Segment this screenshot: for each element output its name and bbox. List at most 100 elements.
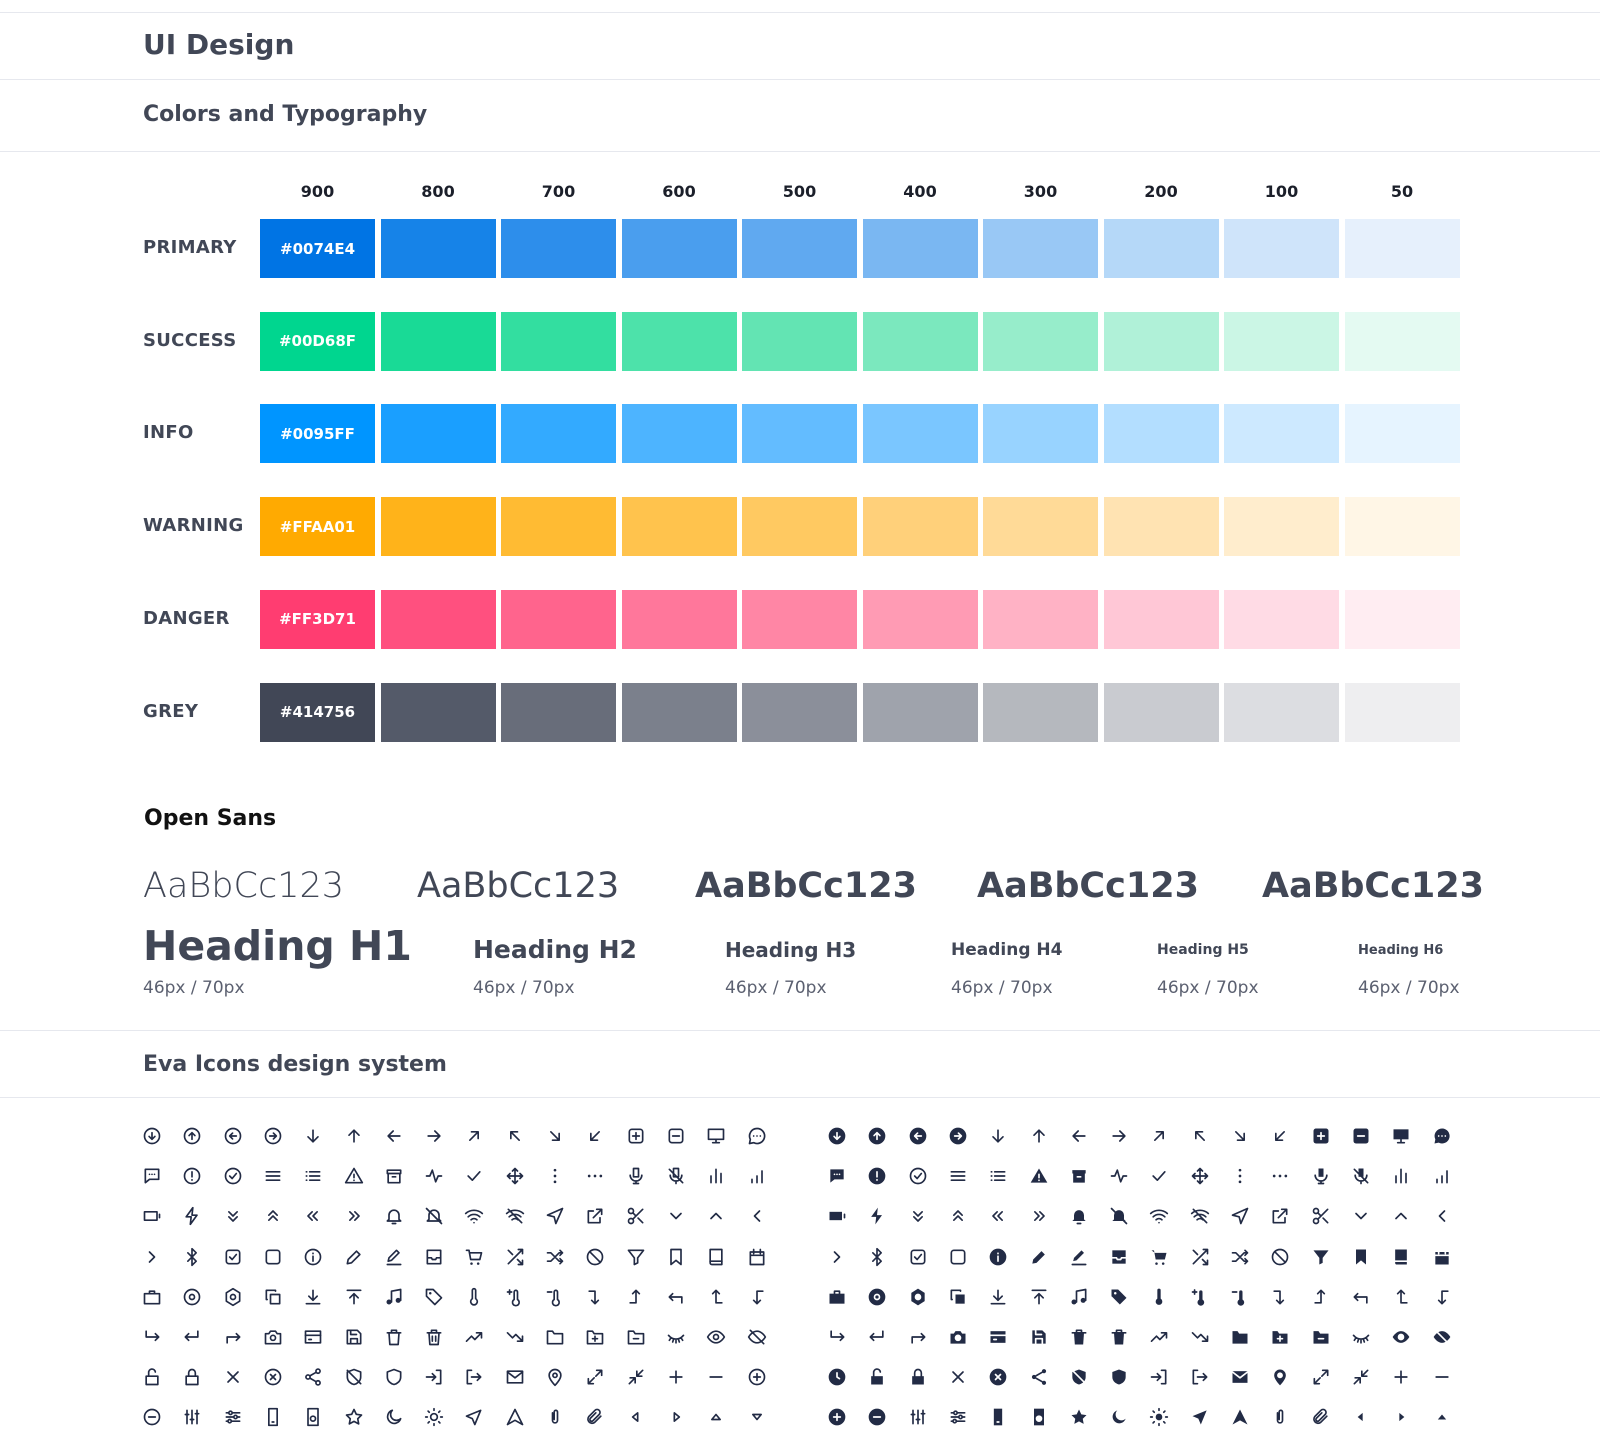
swatch-primary-700 bbox=[501, 219, 616, 278]
collapse-icon bbox=[625, 1366, 647, 1388]
more-horizontal-icon bbox=[1269, 1165, 1291, 1187]
battery-fill-icon bbox=[826, 1205, 848, 1227]
trash-2-fill-icon bbox=[1108, 1326, 1130, 1348]
wifi-icon bbox=[463, 1205, 485, 1227]
checkmark-circle-icon bbox=[907, 1165, 929, 1187]
palette-label-success: SUCCESS bbox=[143, 329, 237, 351]
shade-header-800: 800 bbox=[421, 182, 455, 201]
attach-icon bbox=[1269, 1406, 1291, 1428]
arrow-up-left-icon bbox=[1189, 1125, 1211, 1147]
more-vertical-icon bbox=[544, 1165, 566, 1187]
collapse-icon bbox=[1350, 1366, 1372, 1388]
download-icon bbox=[987, 1286, 1009, 1308]
plus-circle-icon bbox=[746, 1366, 768, 1388]
swatch-danger-900: #FF3D71 bbox=[260, 589, 375, 649]
minus-icon bbox=[705, 1366, 727, 1388]
thermometer-icon bbox=[463, 1286, 485, 1308]
settings-2-icon bbox=[222, 1286, 244, 1308]
star-icon bbox=[343, 1406, 365, 1428]
swatch-success-300 bbox=[983, 311, 1098, 371]
corner-up-right-icon bbox=[222, 1326, 244, 1348]
heading-h2-sample: Heading H2 bbox=[473, 935, 637, 964]
checkbox-icon bbox=[907, 1246, 929, 1268]
chevron-double-down-icon bbox=[907, 1205, 929, 1227]
corner-left-up-icon bbox=[705, 1286, 727, 1308]
trash-2-icon bbox=[423, 1326, 445, 1348]
swatch-success-100 bbox=[1224, 311, 1339, 371]
mic-fill-icon bbox=[1310, 1165, 1332, 1187]
chevron-double-up-icon bbox=[262, 1205, 284, 1227]
swatch-hex-label: #FFAA01 bbox=[279, 517, 356, 536]
heading-h3-size: 46px / 70px bbox=[725, 978, 827, 998]
arrow-up-small-fill-icon bbox=[1431, 1406, 1453, 1428]
minus-circle-fill-icon bbox=[866, 1406, 888, 1428]
icons-top-divider bbox=[0, 1030, 1600, 1031]
arrow-circle-left-fill-icon bbox=[907, 1125, 929, 1147]
bluetooth-icon bbox=[181, 1246, 203, 1268]
swatch-primary-50 bbox=[1344, 219, 1460, 278]
settings-2-fill-icon bbox=[907, 1286, 929, 1308]
edit-icon bbox=[343, 1246, 365, 1268]
plus-circle-fill-icon bbox=[826, 1406, 848, 1428]
archive-fill-icon bbox=[1068, 1165, 1090, 1187]
swatch-primary-400 bbox=[862, 219, 978, 278]
checkmark-icon bbox=[463, 1165, 485, 1187]
triangle-fill-icon bbox=[1229, 1406, 1251, 1428]
font-sample-light: AaBbCc123 bbox=[143, 866, 345, 906]
funnel-icon bbox=[625, 1246, 647, 1268]
clock-fill-icon bbox=[826, 1366, 848, 1388]
corner-up-left-icon bbox=[1350, 1286, 1372, 1308]
pin-icon bbox=[544, 1366, 566, 1388]
swatch-success-500 bbox=[742, 311, 857, 371]
arrow-down-icon bbox=[302, 1125, 324, 1147]
copy-fill-icon bbox=[947, 1286, 969, 1308]
chevron-down-icon bbox=[665, 1205, 687, 1227]
title-divider bbox=[0, 79, 1600, 80]
shield-off-fill-icon bbox=[1068, 1366, 1090, 1388]
swatch-danger-300 bbox=[983, 589, 1098, 649]
font-sample-semibold: AaBbCc123 bbox=[695, 866, 917, 906]
settings-fill-icon bbox=[866, 1286, 888, 1308]
unlock-icon bbox=[141, 1366, 163, 1388]
shade-header-100: 100 bbox=[1264, 182, 1299, 201]
slash-icon bbox=[584, 1246, 606, 1268]
activity-icon bbox=[423, 1165, 445, 1187]
plus-square-fill-icon bbox=[1310, 1125, 1332, 1147]
swatch-grey-700 bbox=[501, 682, 616, 742]
swatch-hex-label: #0074E4 bbox=[280, 239, 355, 258]
palette-label-primary: PRIMARY bbox=[143, 237, 237, 258]
thermometer-minus-icon bbox=[544, 1286, 566, 1308]
archive-icon bbox=[383, 1165, 405, 1187]
options-icon bbox=[181, 1406, 203, 1428]
folder-add-fill-icon bbox=[1269, 1326, 1291, 1348]
heading-h1-size: 46px / 70px bbox=[143, 978, 245, 998]
heading-h2-size: 46px / 70px bbox=[473, 978, 575, 998]
chevron-double-left-icon bbox=[987, 1205, 1009, 1227]
camera-icon bbox=[262, 1326, 284, 1348]
message-circle-fill-icon bbox=[1431, 1125, 1453, 1147]
swatch-danger-800 bbox=[380, 589, 496, 649]
bell-off-fill-icon bbox=[1108, 1205, 1130, 1227]
plus-icon bbox=[1390, 1366, 1412, 1388]
swatch-danger-500 bbox=[742, 589, 857, 649]
swatch-info-200 bbox=[1103, 404, 1219, 464]
swatch-info-300 bbox=[983, 404, 1098, 464]
message-circle-icon bbox=[746, 1125, 768, 1147]
external-link-icon bbox=[1269, 1205, 1291, 1227]
corner-right-down-icon bbox=[584, 1286, 606, 1308]
arrow-up-right-icon bbox=[463, 1125, 485, 1147]
corner-down-left-icon bbox=[181, 1326, 203, 1348]
arrow-up-icon bbox=[343, 1125, 365, 1147]
eye-closed-icon bbox=[1350, 1326, 1372, 1348]
heading-h4-sample: Heading H4 bbox=[951, 940, 1063, 960]
close-icon bbox=[222, 1366, 244, 1388]
eye-off-fill-icon bbox=[1431, 1326, 1453, 1348]
swatch-warning-600 bbox=[621, 497, 737, 557]
swatch-grey-900: #414756 bbox=[260, 682, 375, 742]
chevron-right-icon bbox=[141, 1246, 163, 1268]
wifi-off-icon bbox=[504, 1205, 526, 1227]
thermometer-plus-icon bbox=[504, 1286, 526, 1308]
briefcase-fill-icon bbox=[826, 1286, 848, 1308]
shuffle-2-icon bbox=[544, 1246, 566, 1268]
activity-icon bbox=[1108, 1165, 1130, 1187]
